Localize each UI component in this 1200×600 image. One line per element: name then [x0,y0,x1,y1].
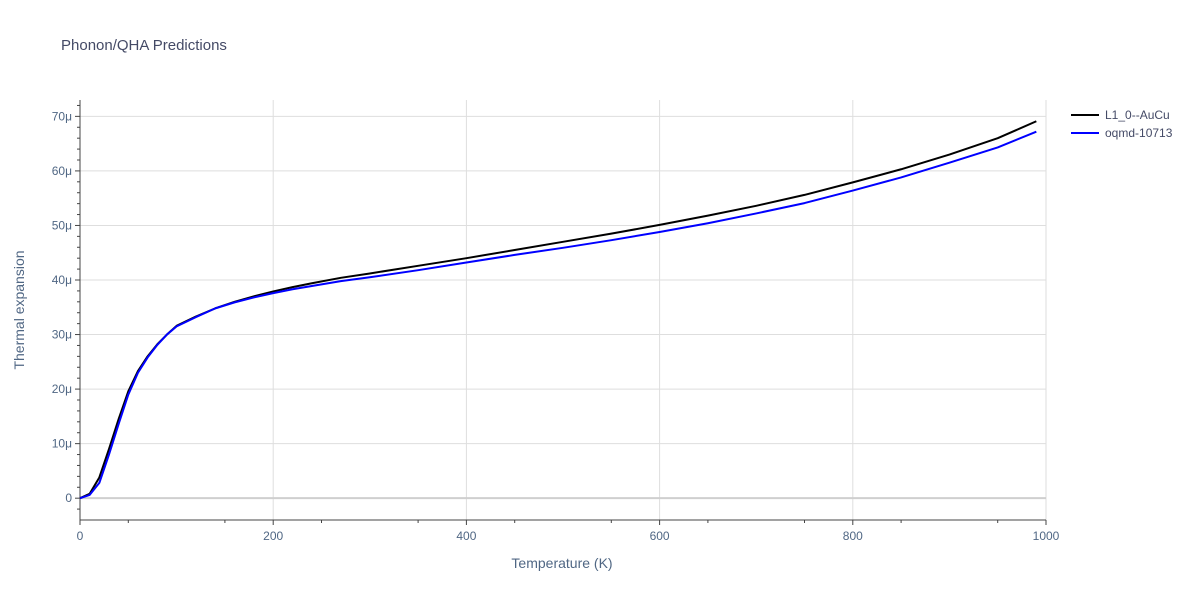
x-tick-label: 1000 [1033,529,1060,543]
x-tick-label: 800 [843,529,863,543]
axes-layer: 0 200 400 600 800 1000 0 10μ 20μ 30μ 40μ 50μ 60μ 70μ [52,100,1060,543]
y-tick-label: 40μ [52,273,72,287]
x-tick-label: 600 [650,529,670,543]
y-tick-label: 50μ [52,218,72,232]
y-tick-label: 0 [65,491,72,505]
legend: L1_0--AuCu oqmd-10713 [1071,108,1173,140]
legend-label: L1_0--AuCu [1105,108,1170,122]
series-layer [79,120,1037,500]
y-tick-label: 30μ [52,328,72,342]
y-tick-label: 70μ [52,109,72,123]
chart-title: Phonon/QHA Predictions [61,37,227,54]
x-tick-label: 400 [456,529,476,543]
y-axis-title: Thermal expansion [11,250,27,369]
legend-label: oqmd-10713 [1105,126,1173,140]
y-tick-label: 20μ [52,382,72,396]
y-tick-label: 60μ [52,164,72,178]
x-tick-label: 200 [263,529,283,543]
series-line-2 [79,130,1037,500]
grid-layer [80,100,1047,520]
y-tick-label: 10μ [52,437,72,451]
x-axis-title: Temperature (K) [511,555,612,571]
x-tick-label: 0 [77,529,84,543]
